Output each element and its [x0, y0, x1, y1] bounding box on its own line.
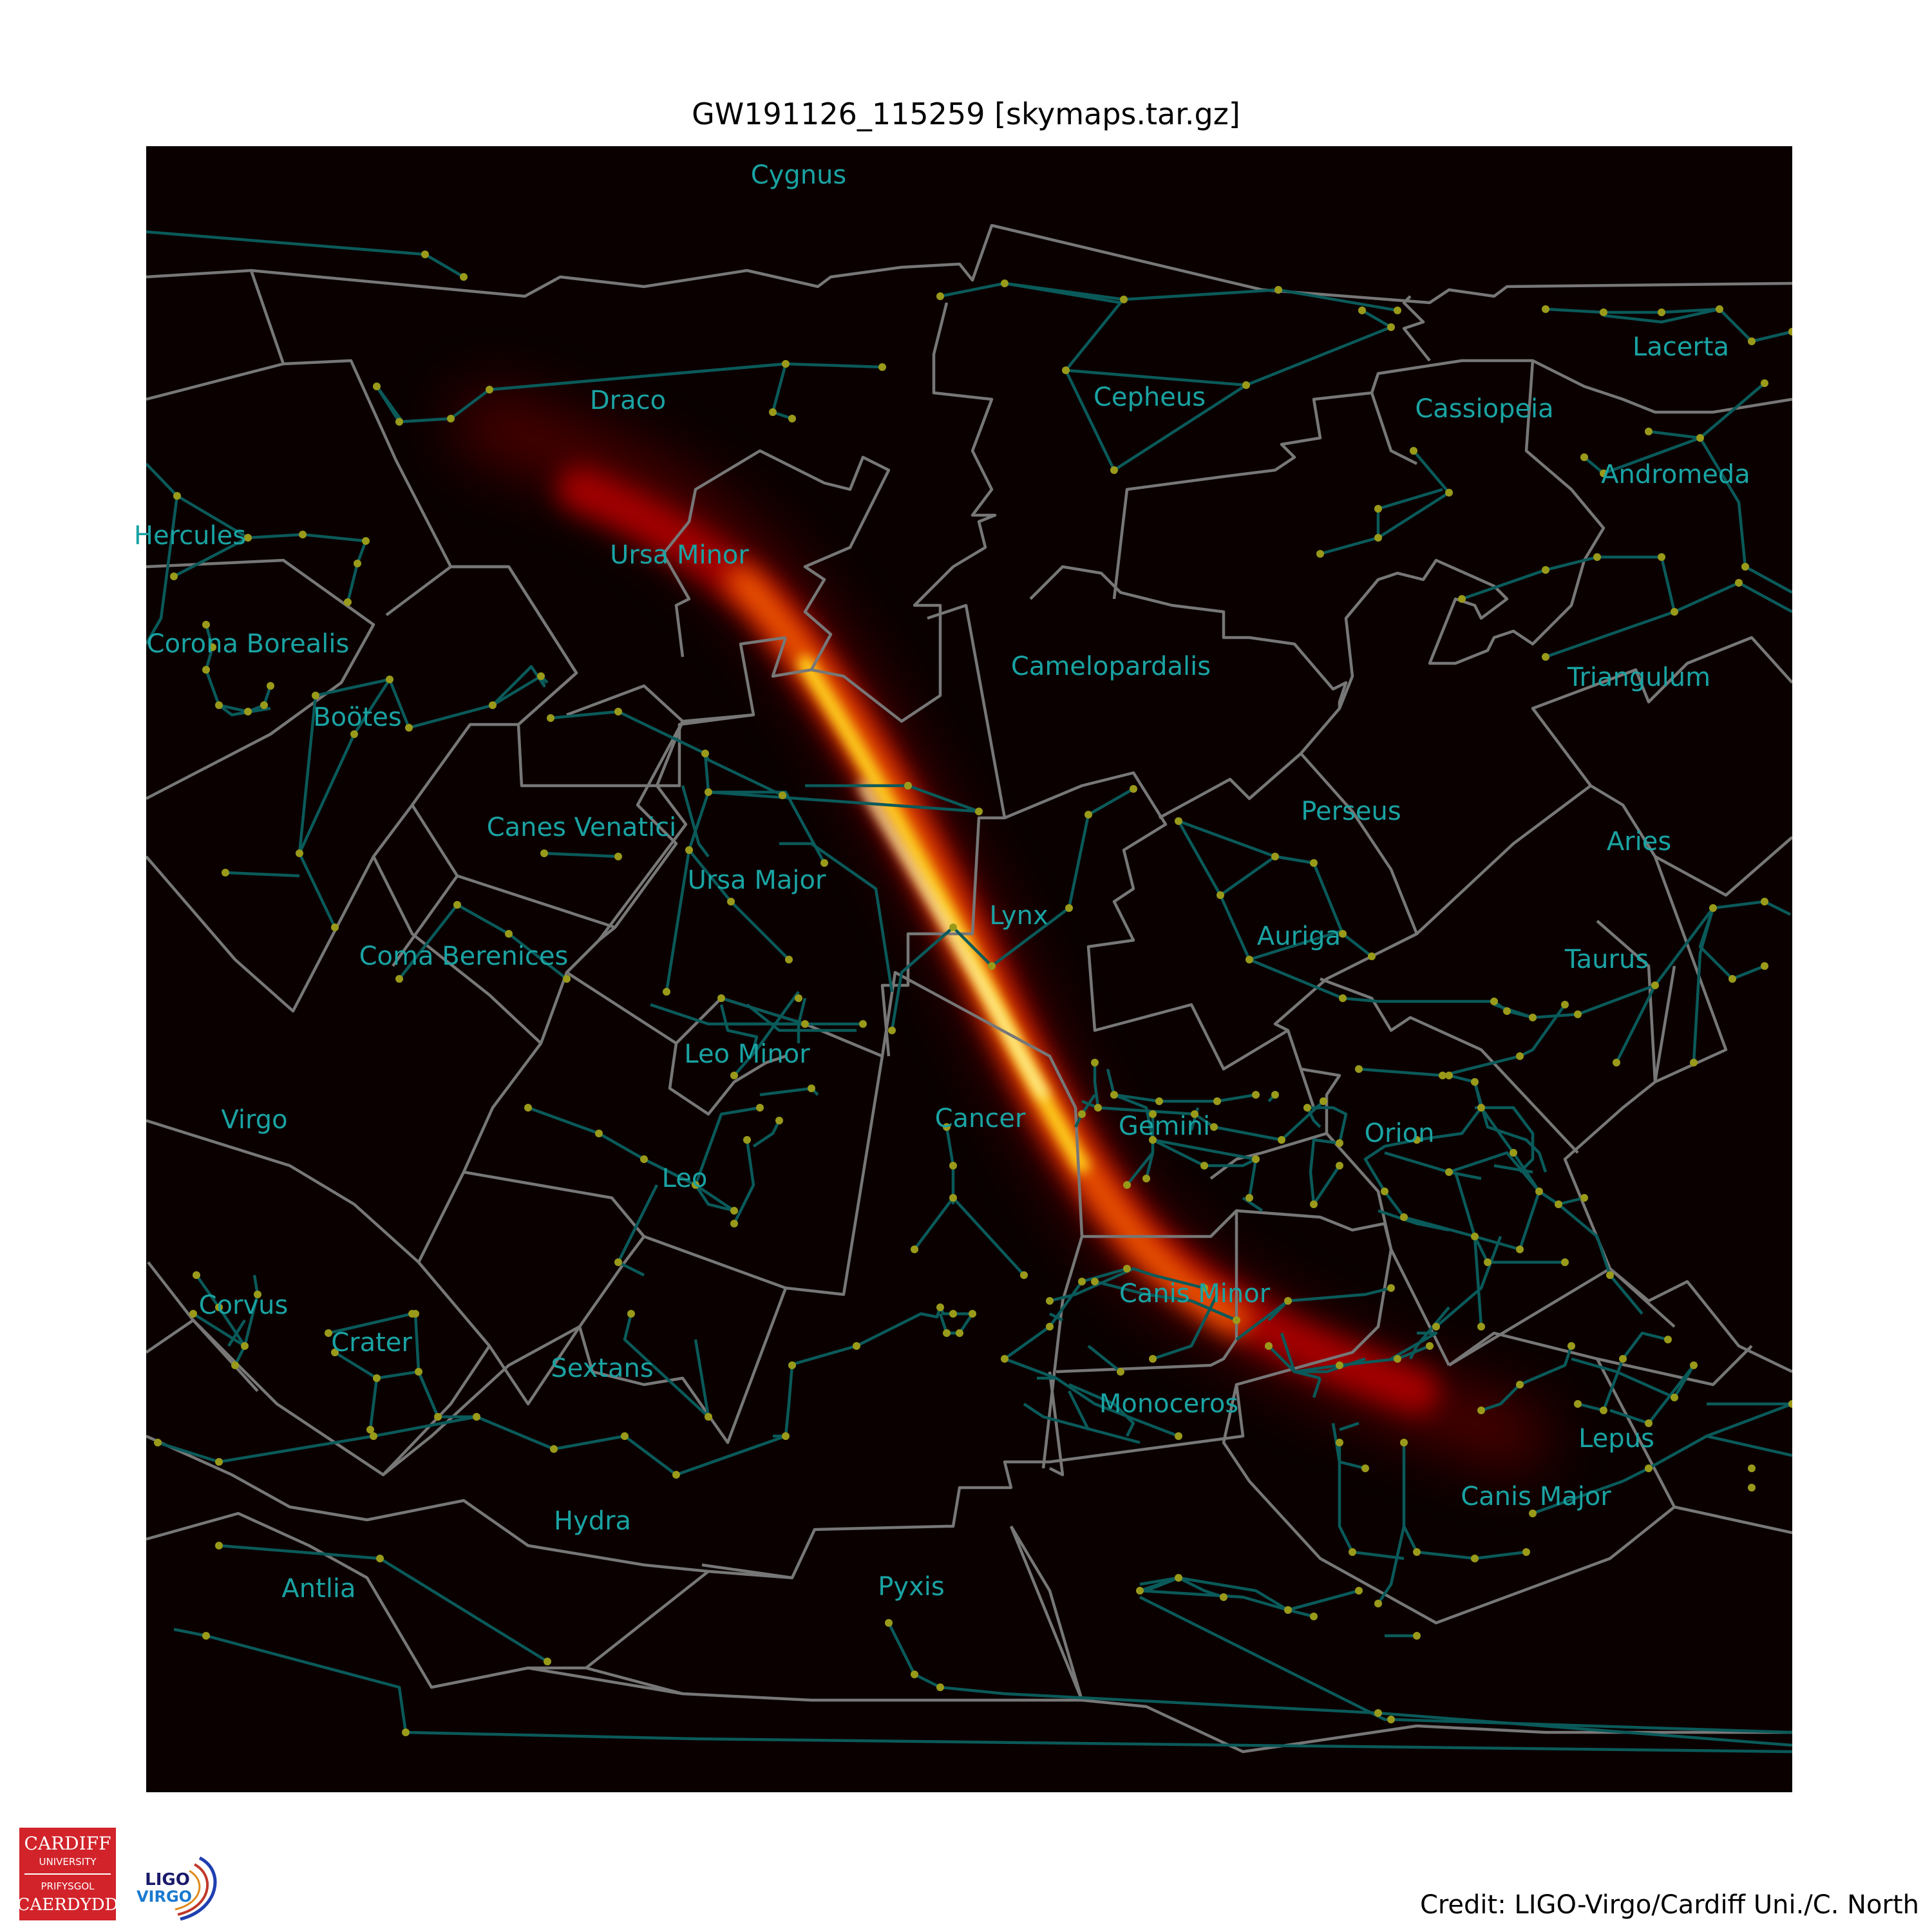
label-leo: Leo: [662, 1164, 708, 1193]
page-title: GW191126_115259 [skymaps.tar.gz]: [692, 97, 1240, 131]
label-monoceros: Monoceros: [1099, 1389, 1238, 1419]
label-camelopardalis: Camelopardalis: [1011, 652, 1211, 681]
label-ursa-major: Ursa Major: [688, 866, 826, 895]
label-hercules: Hercules: [134, 521, 246, 551]
constellation-labels: Cygnus Draco Cepheus Lacerta Cassiopeia …: [134, 160, 1750, 1604]
probability-peak: [859, 782, 1047, 1099]
label-corona-borealis: Corona Borealis: [147, 629, 350, 659]
label-taurus: Taurus: [1564, 945, 1649, 974]
label-corvus: Corvus: [199, 1291, 289, 1320]
svg-text:CARDIFF: CARDIFF: [24, 1833, 111, 1854]
label-gemini: Gemini: [1119, 1112, 1210, 1141]
constellation-boundaries: [146, 223, 1792, 1754]
svg-text:LIGO: LIGO: [145, 1870, 190, 1889]
label-canes-venatici: Canes Venatici: [487, 813, 677, 842]
svg-text:CAERDYDD: CAERDYDD: [19, 1895, 116, 1915]
label-cygnus: Cygnus: [751, 160, 847, 190]
label-crater: Crater: [331, 1328, 412, 1358]
label-perseus: Perseus: [1301, 797, 1401, 826]
svg-text:PRIFYSGOL: PRIFYSGOL: [41, 1880, 95, 1892]
star-dots: [154, 251, 1792, 1736]
svg-text:UNIVERSITY: UNIVERSITY: [39, 1856, 97, 1868]
label-lacerta: Lacerta: [1633, 332, 1729, 362]
label-lepus: Lepus: [1578, 1424, 1654, 1454]
label-triangulum: Triangulum: [1567, 663, 1710, 692]
ligo-virgo-logo: LIGO VIRGO: [137, 1856, 217, 1921]
label-leo-minor: Leo Minor: [684, 1039, 810, 1069]
label-cancer: Cancer: [935, 1104, 1026, 1133]
label-ursa-minor: Ursa Minor: [610, 540, 749, 570]
label-andromeda: Andromeda: [1601, 460, 1750, 489]
label-canis-major: Canis Major: [1461, 1482, 1611, 1511]
label-lynx: Lynx: [989, 901, 1048, 931]
label-sextans: Sextans: [551, 1354, 653, 1383]
label-auriga: Auriga: [1257, 922, 1341, 951]
label-orion: Orion: [1365, 1119, 1435, 1148]
label-hydra: Hydra: [554, 1506, 631, 1536]
label-pyxis: Pyxis: [878, 1572, 944, 1602]
label-cassiopeia: Cassiopeia: [1415, 394, 1553, 424]
svg-text:VIRGO: VIRGO: [137, 1888, 192, 1906]
label-virgo: Virgo: [221, 1105, 287, 1135]
cardiff-university-logo: CARDIFF UNIVERSITY PRIFYSGOL CAERDYDD: [19, 1828, 116, 1920]
label-cepheus: Cepheus: [1094, 383, 1206, 412]
label-antlia: Antlia: [281, 1574, 355, 1604]
label-draco: Draco: [590, 386, 666, 415]
label-coma-berenices: Coma Berenices: [359, 942, 569, 971]
label-aries: Aries: [1607, 827, 1671, 857]
label-bootes: Boötes: [313, 703, 402, 732]
label-canis-minor: Canis Minor: [1119, 1279, 1271, 1309]
credit-text: Credit: LIGO-Virgo/Cardiff Uni./C. North: [1419, 1890, 1919, 1920]
